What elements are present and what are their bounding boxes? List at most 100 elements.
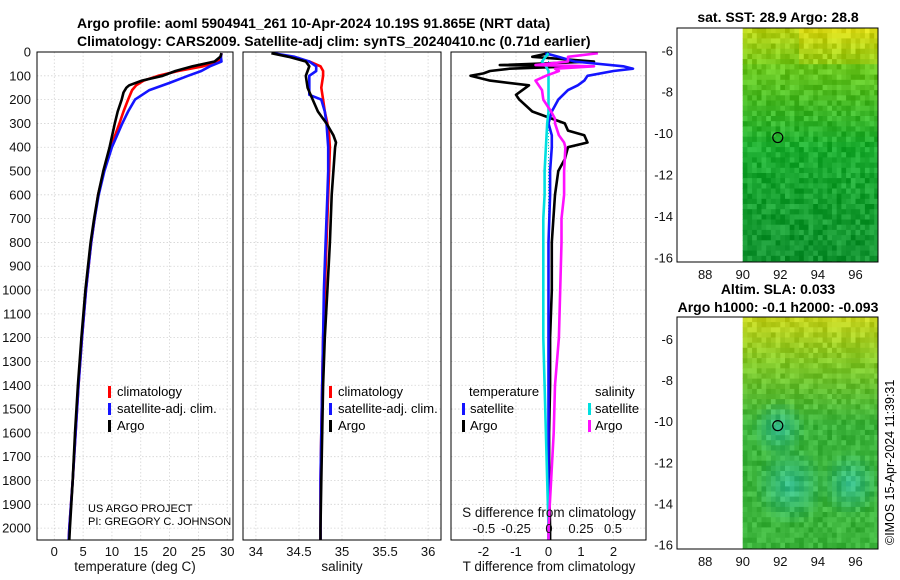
map-cell [864,198,870,205]
map-cell [869,48,875,55]
map-cell [822,162,828,169]
map-cell [780,496,786,503]
map-cell [874,322,878,328]
map-cell [756,440,762,446]
map-cell [794,394,800,400]
map-cell [869,476,875,482]
map-cell [827,542,833,549]
map-cell [780,48,786,55]
map-cell [846,537,852,544]
map-cell [869,204,875,210]
map-cell [850,347,856,354]
map-cell [780,209,786,215]
map-cell [836,404,842,410]
map-cell [846,245,852,251]
map-cell [761,506,767,513]
map-cell [864,209,870,215]
map-cell [841,455,847,462]
map-cell [827,471,833,477]
map-cell [770,368,776,374]
map-cell [766,424,772,431]
map-cell [836,445,842,451]
map-cell [850,363,856,369]
map-cell [860,317,866,323]
map-cell [850,342,856,349]
map-cell [752,224,758,231]
map-cell [780,173,786,179]
map-cell [775,537,781,544]
map-cell [785,193,791,200]
map-cell [775,157,781,163]
map-cell [869,240,875,246]
map-cell [742,471,748,477]
map-cell [855,136,861,143]
map-cell [785,383,791,390]
map-cell [794,368,800,374]
map-cell [846,399,852,405]
map-cell [832,471,838,477]
map-cell [832,378,838,385]
map-cell [766,394,772,400]
map-cell [799,79,805,86]
map-cell [742,460,748,467]
map-cell [855,347,861,354]
map-cell [836,53,842,60]
map-cell [827,224,833,231]
map-cell [841,59,847,65]
map-cell [799,394,805,400]
map-cell [808,147,814,153]
map-cell [874,352,878,359]
map-cell [742,48,748,55]
map-cell [785,38,791,44]
map-cell [832,53,838,60]
map-cell [799,198,805,205]
map-cell [860,235,866,241]
map-cell [836,327,842,333]
map-cell [742,64,748,70]
map-cell [794,455,800,462]
map-cell [752,214,758,220]
map-cell [780,121,786,127]
map-cell [869,506,875,513]
map-cell [817,517,823,523]
map-cell [752,90,758,96]
map-cell [756,496,762,503]
map-cell [832,193,838,200]
map-cell [742,512,748,518]
map-cell [855,532,861,539]
legend-label-argo: Argo [338,418,365,433]
map-cell [841,235,847,241]
map-cell [761,167,767,174]
map-cell [841,198,847,205]
map-cell [822,141,828,148]
salinity-axis-label: salinity [321,559,363,574]
map-cell [785,131,791,138]
map-cell [869,481,875,487]
map-cell [822,409,828,415]
map-cell [855,43,861,50]
map-cell [869,33,875,39]
map-cell [766,347,772,354]
series-line-s-satellite [540,52,550,540]
map-cell [766,409,772,415]
map-cell [770,409,776,415]
map-cell [799,491,805,497]
map-cell [785,250,791,257]
map-cell [822,173,828,179]
map-cell [817,491,823,497]
map-cell [813,337,819,343]
map-cell [742,126,748,132]
map-cell [766,327,772,333]
map-cell [803,455,809,462]
map-cell [742,152,748,158]
map-cell [756,198,762,205]
map-cell [850,147,856,153]
map-cell [841,363,847,369]
map-cell [794,240,800,246]
map-cell [860,512,866,518]
map-cell [827,409,833,415]
map-cell [747,337,753,343]
lat-tick-label: -14 [654,496,673,511]
map-cell [850,84,856,91]
map-cell [813,373,819,379]
